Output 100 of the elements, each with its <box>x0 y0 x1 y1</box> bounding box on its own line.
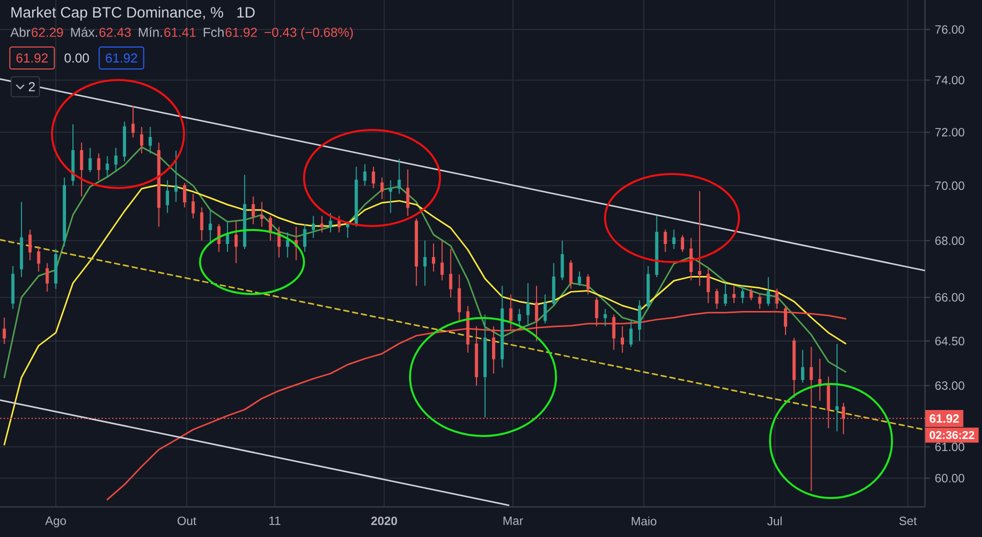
candlestick <box>243 174 246 250</box>
candlestick <box>629 320 633 348</box>
candlestick <box>80 142 84 198</box>
x-tick-label: Maio <box>632 516 656 526</box>
annotation: 62.29 <box>32 28 63 37</box>
candlestick <box>423 240 427 286</box>
candlestick <box>586 274 590 296</box>
annotation: 61.41 <box>164 28 196 37</box>
annotation: 1D <box>237 7 255 18</box>
chart-title: Market Cap BTC Dominance, % <box>12 6 224 21</box>
candlestick <box>440 240 444 281</box>
candlestick <box>252 196 255 225</box>
candlestick <box>432 242 436 272</box>
candlestick <box>492 326 496 374</box>
candlestick <box>664 229 667 252</box>
candlestick <box>389 180 392 214</box>
candlestick <box>346 220 350 238</box>
candlestick <box>166 180 170 214</box>
candlestick <box>157 142 160 228</box>
candlestick <box>672 229 676 250</box>
candlestick <box>192 193 195 219</box>
candlestick <box>2 317 6 344</box>
candlestick <box>620 326 624 354</box>
candlestick <box>114 147 118 173</box>
y-tick-label: 76.00 <box>935 25 964 34</box>
y-tick-label: 74.00 <box>935 76 964 84</box>
candlestick <box>200 206 204 242</box>
y-tick-label: 72.00 <box>935 128 964 136</box>
candlestick <box>500 285 504 368</box>
annotation: −0.43 (−0.68%) <box>264 27 353 40</box>
y-tick-label: 68.00 <box>935 236 964 245</box>
candlestick <box>354 166 358 228</box>
candlestick <box>174 150 178 202</box>
y-tick-label: 63.00 <box>935 381 964 390</box>
annotation: 62.43 <box>99 28 131 37</box>
candlestick <box>706 268 710 304</box>
candlestick <box>612 314 616 350</box>
candlestick <box>286 232 290 258</box>
text: 02:36:22 <box>930 431 974 440</box>
candlestick <box>148 126 152 154</box>
candlestick <box>534 285 538 342</box>
candlestick <box>97 152 100 181</box>
candlestick <box>46 262 49 292</box>
annotation: 0.00 <box>64 53 89 63</box>
candlestick <box>106 156 109 178</box>
candlestick <box>715 288 718 310</box>
candlestick <box>458 274 461 321</box>
candlestick <box>380 177 384 200</box>
y-tick-label: 60.00 <box>935 474 964 482</box>
candlestick <box>578 271 582 286</box>
candlestick <box>801 349 804 384</box>
y-tick-label: 70.00 <box>935 181 964 190</box>
candlestick <box>518 308 521 327</box>
candlestick <box>260 201 264 228</box>
annotation: Fch <box>204 27 224 37</box>
candlestick <box>655 215 658 278</box>
y-tick-label: 66.00 <box>935 293 964 302</box>
annotation: 61.92 <box>106 53 138 63</box>
candlestick <box>560 240 564 281</box>
candlestick <box>37 246 40 272</box>
candlestick <box>303 224 306 252</box>
candlestick <box>818 358 822 402</box>
annotation: Mín. <box>138 27 162 37</box>
candlestick <box>483 314 487 418</box>
x-tick-label: Jul <box>767 516 782 526</box>
candlestick <box>758 294 762 310</box>
candlestick <box>835 343 839 432</box>
candlestick <box>526 282 530 327</box>
candlestick <box>208 210 212 244</box>
candlestick <box>740 285 744 304</box>
candlestick <box>544 294 547 324</box>
candlestick <box>724 282 728 306</box>
x-tick-label: Ago <box>45 516 66 528</box>
candlestick <box>604 308 607 327</box>
candlestick <box>88 147 92 173</box>
x-tick-label: Set <box>899 516 917 526</box>
candlestick <box>20 201 24 278</box>
candlestick <box>766 276 770 306</box>
candlestick <box>775 288 779 310</box>
candlestick <box>750 288 753 301</box>
candlestick <box>646 265 650 310</box>
line-series <box>4 146 846 378</box>
candlestick <box>552 262 556 306</box>
x-tick-label: 2020 <box>371 516 398 526</box>
candlestick <box>698 190 702 286</box>
candlestick <box>71 124 75 186</box>
annotation: 61.92 <box>16 53 48 63</box>
candlestick <box>372 166 376 189</box>
candlestick <box>595 296 598 327</box>
annotation: 61.92 <box>226 28 257 37</box>
line-series <box>4 184 846 446</box>
candlestick <box>131 106 135 138</box>
candlestick <box>226 220 230 252</box>
candlestick <box>732 285 736 304</box>
candlestick <box>398 158 401 194</box>
x-tick-label: Out <box>178 516 196 526</box>
candlestick <box>784 305 788 336</box>
candlestick <box>363 164 366 186</box>
candlestick <box>474 326 478 386</box>
candlestick <box>234 220 238 264</box>
